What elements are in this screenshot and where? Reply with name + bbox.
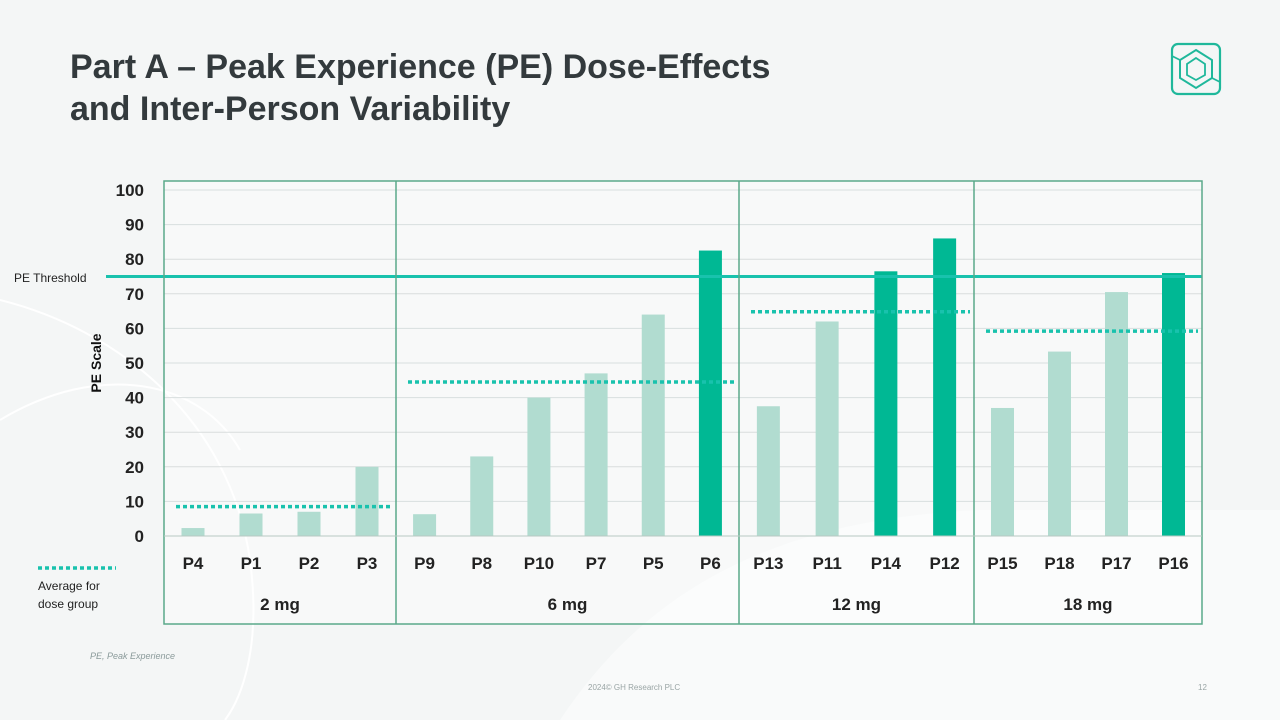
bar-P8 (470, 456, 494, 536)
company-logo-icon (1170, 42, 1222, 96)
average-legend-label: Average for dose group (38, 577, 128, 613)
bar-P11 (815, 321, 839, 536)
y-tick-label: 50 (125, 354, 144, 373)
average-legend-line-2: dose group (38, 597, 99, 611)
title-line-1: Part A – Peak Experience (PE) Dose-Effec… (70, 48, 771, 86)
y-tick-label: 100 (116, 181, 144, 200)
bar-P4 (181, 528, 205, 536)
bar-P13 (756, 406, 780, 536)
footer-copyright: 2024© GH Research PLC (588, 683, 681, 692)
category-label: P15 (987, 554, 1017, 573)
threshold-legend-label: PE Threshold (14, 271, 87, 285)
group-label: 2 mg (260, 595, 300, 614)
plot-area (164, 181, 1202, 624)
category-label: P13 (753, 554, 783, 573)
category-label: P6 (700, 554, 721, 573)
category-label: P10 (524, 554, 554, 573)
y-tick-label: 40 (125, 389, 144, 408)
category-label: P16 (1158, 554, 1188, 573)
y-axis-title: PE Scale (88, 333, 104, 392)
category-label: P5 (643, 554, 664, 573)
category-label: P4 (183, 554, 204, 573)
y-tick-label: 20 (125, 458, 144, 477)
category-label: P12 (930, 554, 960, 573)
average-legend-line-1: Average for (38, 579, 100, 593)
group-label: 18 mg (1063, 595, 1112, 614)
y-tick-label: 10 (125, 492, 144, 511)
slide-title: Part A – Peak Experience (PE) Dose-Effec… (70, 46, 970, 130)
bar-P17 (1105, 292, 1128, 536)
category-label: P17 (1101, 554, 1131, 573)
average-legend-swatch (38, 566, 116, 570)
bar-P9 (413, 514, 437, 536)
category-label: P8 (471, 554, 492, 573)
chart-frame (163, 180, 1203, 625)
bar-P3 (355, 466, 379, 536)
footnote: PE, Peak Experience (90, 651, 176, 661)
bar-P12 (933, 238, 957, 536)
y-tick-label: 80 (125, 250, 144, 269)
group-label: 6 mg (548, 595, 588, 614)
y-tick-label: 90 (125, 216, 144, 235)
category-label: P9 (414, 554, 435, 573)
y-tick-label: 0 (135, 527, 144, 546)
category-label: P3 (357, 554, 378, 573)
y-tick-label: 60 (125, 319, 144, 338)
bar-P2 (297, 511, 321, 536)
category-label: P14 (871, 554, 902, 573)
category-label: P7 (586, 554, 607, 573)
bar-P14 (874, 271, 898, 536)
bar-P16 (1162, 273, 1185, 536)
category-label: P11 (812, 554, 841, 573)
category-label: P18 (1044, 554, 1074, 573)
bar-P18 (1048, 351, 1071, 536)
bar-P5 (641, 314, 665, 536)
y-tick-label: 70 (125, 285, 144, 304)
category-label: P2 (299, 554, 320, 573)
category-label: P1 (241, 554, 262, 573)
bar-P1 (239, 513, 263, 536)
bar-P10 (527, 397, 551, 536)
y-tick-label: 30 (125, 423, 144, 442)
bar-P7 (584, 373, 608, 536)
title-line-2: and Inter-Person Variability (70, 90, 511, 128)
bar-P6 (698, 250, 722, 537)
page-number: 12 (1198, 683, 1207, 692)
group-label: 12 mg (832, 595, 881, 614)
bar-P15 (991, 407, 1014, 536)
